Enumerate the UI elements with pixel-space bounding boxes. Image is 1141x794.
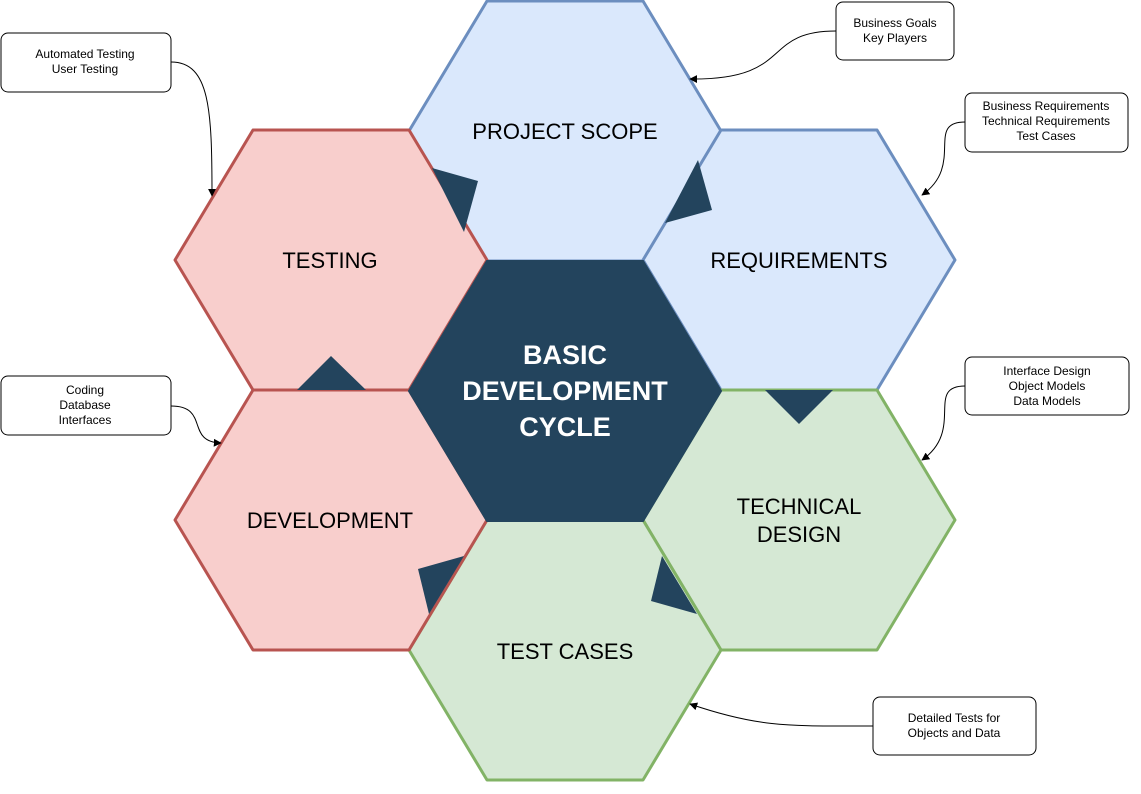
- testing-label: TESTING: [282, 248, 377, 273]
- note-business-requirements: Business Requirements Technical Requireme…: [964, 92, 1129, 153]
- connector-automated-testing: [170, 61, 216, 197]
- connector-coding: [170, 405, 222, 447]
- pointer-development-to-testing: [297, 356, 366, 390]
- cycle-direction-pointers: [297, 160, 833, 614]
- note-business-goals-text: Business Goals Key Players: [853, 16, 936, 45]
- note-interface-design: Interface Design Object Models Data Models: [964, 356, 1130, 416]
- test-cases-label: TEST CASES: [497, 639, 634, 664]
- note-coding: Coding Database Interfaces: [0, 375, 172, 436]
- note-coding-text: Coding Database Interfaces: [59, 383, 112, 427]
- connector-business-goals: [689, 30, 837, 84]
- pointer-test-cases-to-development: [418, 556, 464, 614]
- note-detailed-tests-text: Detailed Tests for Objects and Data: [908, 711, 1001, 740]
- pointer-project-to-requirements: [665, 160, 712, 223]
- pointer-testing-to-project: [432, 168, 478, 232]
- development-label: DEVELOPMENT: [247, 508, 413, 533]
- pointer-requirements-to-technical: [765, 390, 833, 424]
- note-automated-testing: Automated Testing User Testing: [0, 32, 172, 93]
- connector-detailed-tests: [689, 702, 874, 727]
- connector-business-requirements: [921, 121, 966, 196]
- center-hexagon: [407, 260, 723, 522]
- note-business-goals: Business Goals Key Players: [835, 1, 955, 61]
- note-automated-testing-text: Automated Testing User Testing: [35, 47, 134, 76]
- connector-interface-design: [921, 385, 966, 461]
- requirements-label: REQUIREMENTS: [710, 248, 887, 273]
- note-interface-design-text: Interface Design Object Models Data Models: [1003, 364, 1090, 408]
- project-scope-label: PROJECT SCOPE: [472, 119, 657, 144]
- note-detailed-tests: Detailed Tests for Objects and Data: [872, 696, 1037, 756]
- pointer-technical-to-test-cases: [651, 556, 697, 614]
- technical-design-label: TECHNICAL DESIGN: [737, 494, 862, 547]
- note-business-requirements-text: Business Requirements Technical Requireme…: [982, 99, 1110, 143]
- center-title: BASIC DEVELOPMENT CYCLE: [462, 340, 668, 442]
